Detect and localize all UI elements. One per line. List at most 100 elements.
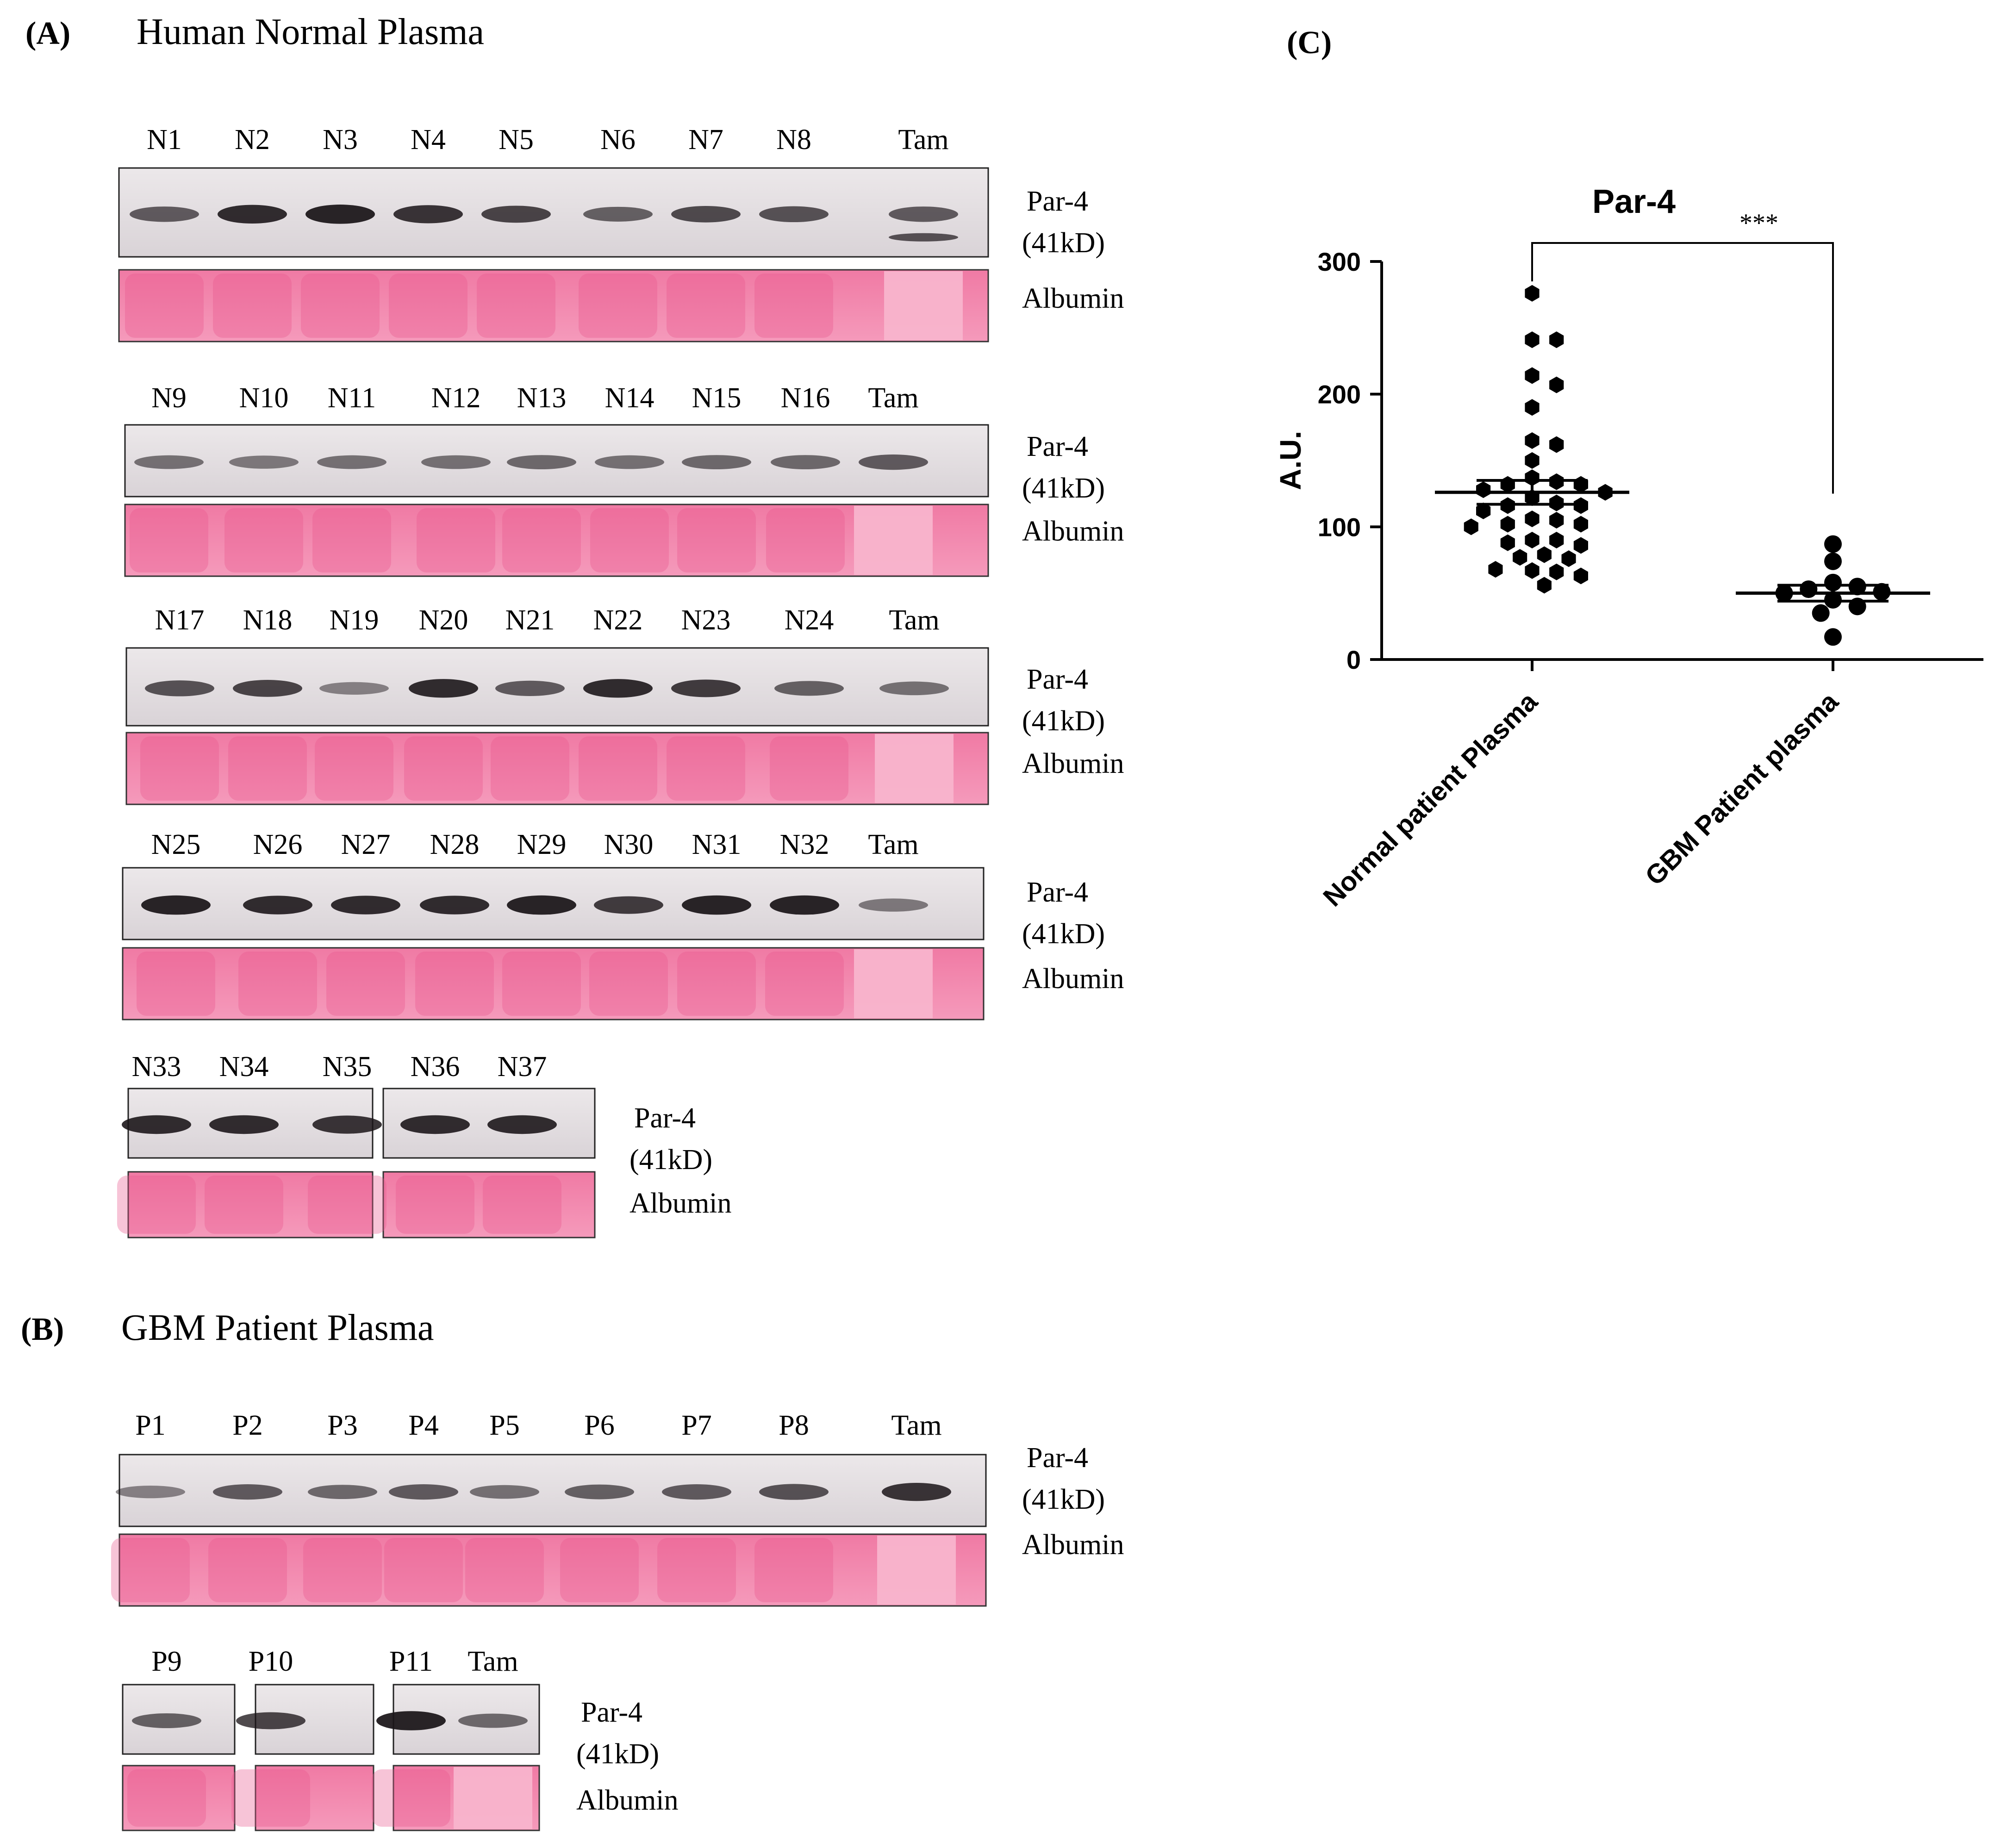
albumin-band [208, 1538, 287, 1602]
lane-label: P5 [489, 1410, 519, 1441]
lane-label: N16 [781, 382, 830, 414]
data-point [1525, 285, 1540, 302]
albumin-band [491, 736, 569, 801]
albumin-band [854, 506, 933, 575]
par4-band [495, 680, 565, 696]
data-point [1525, 532, 1540, 548]
y-tick-label: 0 [1346, 645, 1361, 674]
par4-label: Par-4 [634, 1102, 696, 1134]
data-point [1549, 436, 1564, 453]
albumin-band [231, 1769, 310, 1827]
albumin-band [303, 1538, 382, 1602]
par4-band [583, 206, 653, 222]
par4-band [409, 679, 478, 698]
lane-label: P9 [151, 1646, 181, 1677]
albumin-band [308, 1176, 386, 1234]
panel-a: (A) Human Normal Plasma N1 N2 N3 N4 N5 N6 N7 N8 Ta… [25, 12, 1124, 1238]
lane-label: N22 [593, 604, 643, 636]
par4-band [859, 898, 928, 912]
albumin-band [130, 508, 208, 572]
lane-label: P8 [779, 1410, 809, 1441]
panel_a-blot-5: N33 N34 N35 N36 N37 Par-4 (41kD) Albumin [117, 1051, 731, 1238]
lane-label: N30 [604, 829, 654, 860]
lane-label: N24 [785, 604, 834, 636]
significance-bracket [1531, 242, 1834, 494]
par4-band [317, 455, 386, 469]
par4-band [583, 679, 653, 698]
data-point [1500, 476, 1515, 493]
albumin-band [205, 1176, 283, 1234]
albumin-band [372, 1769, 450, 1827]
data-point [1561, 550, 1576, 567]
par4-band [243, 896, 312, 915]
data-point [1549, 331, 1564, 348]
data-point [1476, 481, 1491, 498]
data-point [1549, 512, 1564, 529]
lane-label: N10 [239, 382, 289, 414]
data-point [1525, 469, 1540, 486]
y-tick-label: 200 [1318, 380, 1361, 409]
lane-label: N13 [517, 382, 567, 414]
par4-band [213, 1484, 282, 1500]
albumin-band [877, 1536, 956, 1605]
par4-band [130, 206, 199, 222]
par4-band [233, 679, 302, 697]
par4-band [420, 896, 489, 915]
albumin-label: Albumin [630, 1188, 731, 1219]
chart-title: Par-4 [1592, 183, 1676, 220]
lane-label: N8 [776, 124, 811, 156]
data-point [1824, 573, 1842, 591]
albumin-band [765, 952, 844, 1016]
albumin-band [770, 736, 848, 801]
par4-band [879, 681, 949, 696]
lane-label: N28 [430, 829, 480, 860]
par4-band [507, 895, 576, 915]
albumin-band [754, 1538, 833, 1602]
albumin-band [301, 274, 380, 338]
albumin-band [140, 736, 219, 801]
par4-band [308, 1485, 377, 1500]
data-point [1824, 535, 1842, 553]
lane-label: N27 [341, 829, 391, 860]
albumin-band [224, 508, 303, 572]
data-point [1525, 331, 1540, 348]
albumin-band [389, 274, 468, 338]
albumin-band [315, 736, 393, 801]
lane-label: N14 [605, 382, 655, 414]
panel-letter: (B) [21, 1312, 64, 1347]
par4-band [305, 205, 375, 224]
albumin-band [677, 952, 756, 1016]
panel-title: GBM Patient Plasma [121, 1307, 434, 1348]
par4-band [134, 455, 204, 469]
albumin-membrane [125, 732, 989, 805]
par4-label: Par-4 [1027, 877, 1088, 908]
albumin-band [404, 736, 483, 801]
data-point [1525, 367, 1540, 384]
albumin-band [766, 508, 845, 572]
par4-band [682, 455, 751, 469]
series-2 [1736, 535, 1930, 646]
albumin-band [560, 1538, 639, 1602]
size-label: (41kD) [1022, 918, 1105, 950]
lane-label: N32 [780, 829, 829, 860]
lane-label: Tam [468, 1646, 518, 1677]
x-category-label: Normal patient Plasma [1317, 686, 1544, 913]
lane-label: P10 [249, 1646, 293, 1677]
data-point [1573, 476, 1588, 493]
albumin-band [589, 952, 668, 1016]
albumin-membrane [124, 504, 989, 577]
albumin-membrane [118, 1533, 987, 1607]
size-label: (41kD) [630, 1144, 712, 1176]
lane-label: N2 [235, 124, 270, 156]
par4-band [594, 896, 663, 914]
data-point [1824, 628, 1842, 646]
lane-label: P1 [135, 1410, 165, 1441]
data-point [1549, 376, 1564, 393]
lane-label: Tam [868, 829, 918, 860]
par4-band [759, 206, 829, 223]
albumin-band [396, 1176, 474, 1234]
lane-label: N3 [323, 124, 358, 156]
par4-label: Par-4 [1027, 186, 1088, 217]
data-point [1513, 549, 1527, 566]
par4-band [481, 205, 551, 223]
